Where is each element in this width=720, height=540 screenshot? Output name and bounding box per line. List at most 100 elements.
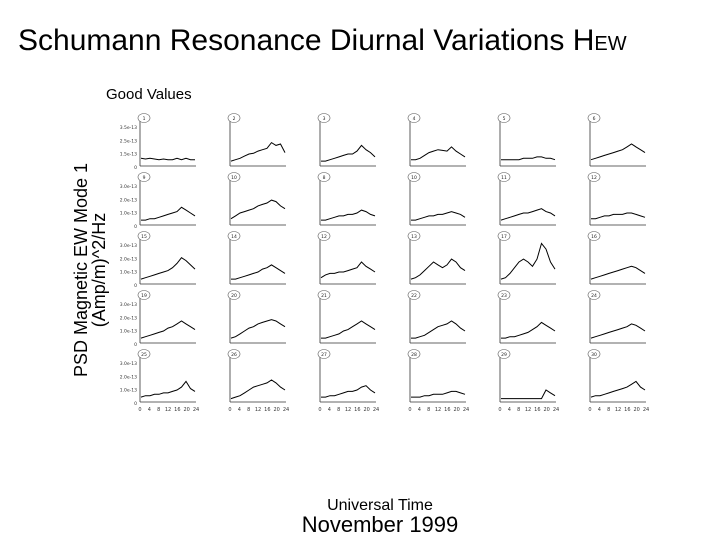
x-tick-label: 20: [363, 407, 369, 413]
y-tick-label: 3.0e-13: [120, 243, 137, 249]
series-line: [411, 320, 466, 339]
series-line: [321, 385, 376, 398]
x-tick-label: 20: [273, 407, 279, 413]
day-badge: [587, 290, 601, 300]
day-label: 5: [503, 116, 506, 122]
y-tick-label: 0: [134, 165, 137, 171]
x-tick-label: 4: [238, 407, 241, 413]
x-axis-label: Universal Time: [327, 497, 433, 514]
series-line: [500, 208, 556, 221]
series-line: [231, 264, 286, 280]
y-tick-label: 1.0e-13: [120, 388, 137, 394]
day-badge: [317, 231, 331, 241]
y-tick-label: 1.5e-13: [120, 152, 137, 158]
day-badge: [317, 349, 331, 359]
x-tick-label: 20: [453, 407, 459, 413]
x-tick-label: 0: [228, 407, 231, 413]
day-label: 28: [411, 352, 417, 358]
y-tick-label: 1.0e-13: [120, 211, 137, 217]
series-line: [230, 199, 286, 220]
day-badge: [227, 172, 241, 182]
x-tick-label: 16: [624, 407, 630, 413]
x-tick-label: 0: [318, 407, 321, 413]
y-tick-label: 0: [134, 401, 137, 407]
series-line: [140, 257, 196, 280]
x-tick-label: 16: [444, 407, 450, 413]
day-label: 6: [593, 116, 596, 122]
day-label: 17: [501, 234, 507, 240]
day-badge: [317, 113, 331, 123]
day-label: 12: [321, 234, 327, 240]
series-line: [501, 321, 556, 339]
x-tick-label: 24: [283, 407, 289, 413]
series-line: [141, 206, 196, 221]
day-label: 15: [141, 234, 147, 240]
series-line: [320, 261, 376, 279]
day-badge: [587, 231, 601, 241]
day-label: 9: [143, 175, 146, 181]
day-label: 13: [411, 234, 417, 240]
day-label: 3: [323, 116, 326, 122]
day-label: 19: [141, 293, 147, 299]
x-tick-label: 8: [607, 407, 610, 413]
day-label: 12: [591, 175, 597, 181]
x-tick-label: 16: [174, 407, 180, 413]
y-tick-label: 0: [134, 224, 137, 230]
day-badge: [587, 113, 601, 123]
x-tick-label: 24: [643, 407, 649, 413]
day-badge: [227, 290, 241, 300]
series-line: [501, 389, 556, 400]
day-label: 25: [141, 352, 147, 358]
x-tick-label: 0: [408, 407, 411, 413]
y-tick-label: 2.0e-13: [120, 197, 137, 203]
series-line: [230, 379, 286, 400]
x-tick-label: 12: [255, 407, 261, 413]
day-label: 11: [501, 175, 507, 181]
day-label: 21: [321, 293, 327, 299]
y-tick-label: 2.5e-13: [120, 138, 137, 144]
day-badge: [407, 290, 421, 300]
x-tick-label: 20: [183, 407, 189, 413]
day-label: 8: [323, 175, 326, 181]
day-label: 16: [591, 234, 597, 240]
x-tick-label: 4: [148, 407, 151, 413]
day-badge: [497, 349, 511, 359]
x-tick-label: 12: [435, 407, 441, 413]
day-label: 23: [501, 293, 507, 299]
y-tick-label: 2.0e-13: [120, 256, 137, 262]
day-badge: [497, 172, 511, 182]
series-line: [590, 143, 646, 161]
x-tick-label: 8: [247, 407, 250, 413]
series-line: [140, 380, 196, 398]
x-tick-label: 4: [508, 407, 511, 413]
series-line: [411, 390, 466, 398]
x-tick-label: 8: [517, 407, 520, 413]
x-tick-label: 0: [588, 407, 591, 413]
x-tick-label: 4: [328, 407, 331, 413]
x-tick-label: 12: [525, 407, 531, 413]
x-tick-label: 24: [193, 407, 199, 413]
day-label: 2: [233, 116, 236, 122]
y-tick-label: 1.0e-13: [120, 329, 137, 335]
x-tick-label: 20: [543, 407, 549, 413]
day-badge: [587, 349, 601, 359]
x-tick-label: 0: [498, 407, 501, 413]
series-line: [500, 242, 556, 280]
day-label: 22: [411, 293, 417, 299]
y-tick-label: 2.0e-13: [120, 315, 137, 321]
day-badge: [137, 290, 151, 300]
chart-subtitle: Good Values: [106, 86, 192, 103]
series-line: [590, 323, 646, 339]
title-main: Schumann Resonance Diurnal Variations H: [18, 24, 595, 57]
day-badge: [497, 231, 511, 241]
day-label: 24: [591, 293, 597, 299]
series-line: [411, 211, 466, 221]
y-tick-label: 3.0e-13: [120, 184, 137, 190]
y-tick-label: 0: [134, 342, 137, 348]
y-tick-label: 3.5e-13: [120, 125, 137, 131]
day-badge: [227, 349, 241, 359]
x-tick-label: 20: [633, 407, 639, 413]
day-badge: [587, 172, 601, 182]
series-line: [410, 258, 466, 280]
